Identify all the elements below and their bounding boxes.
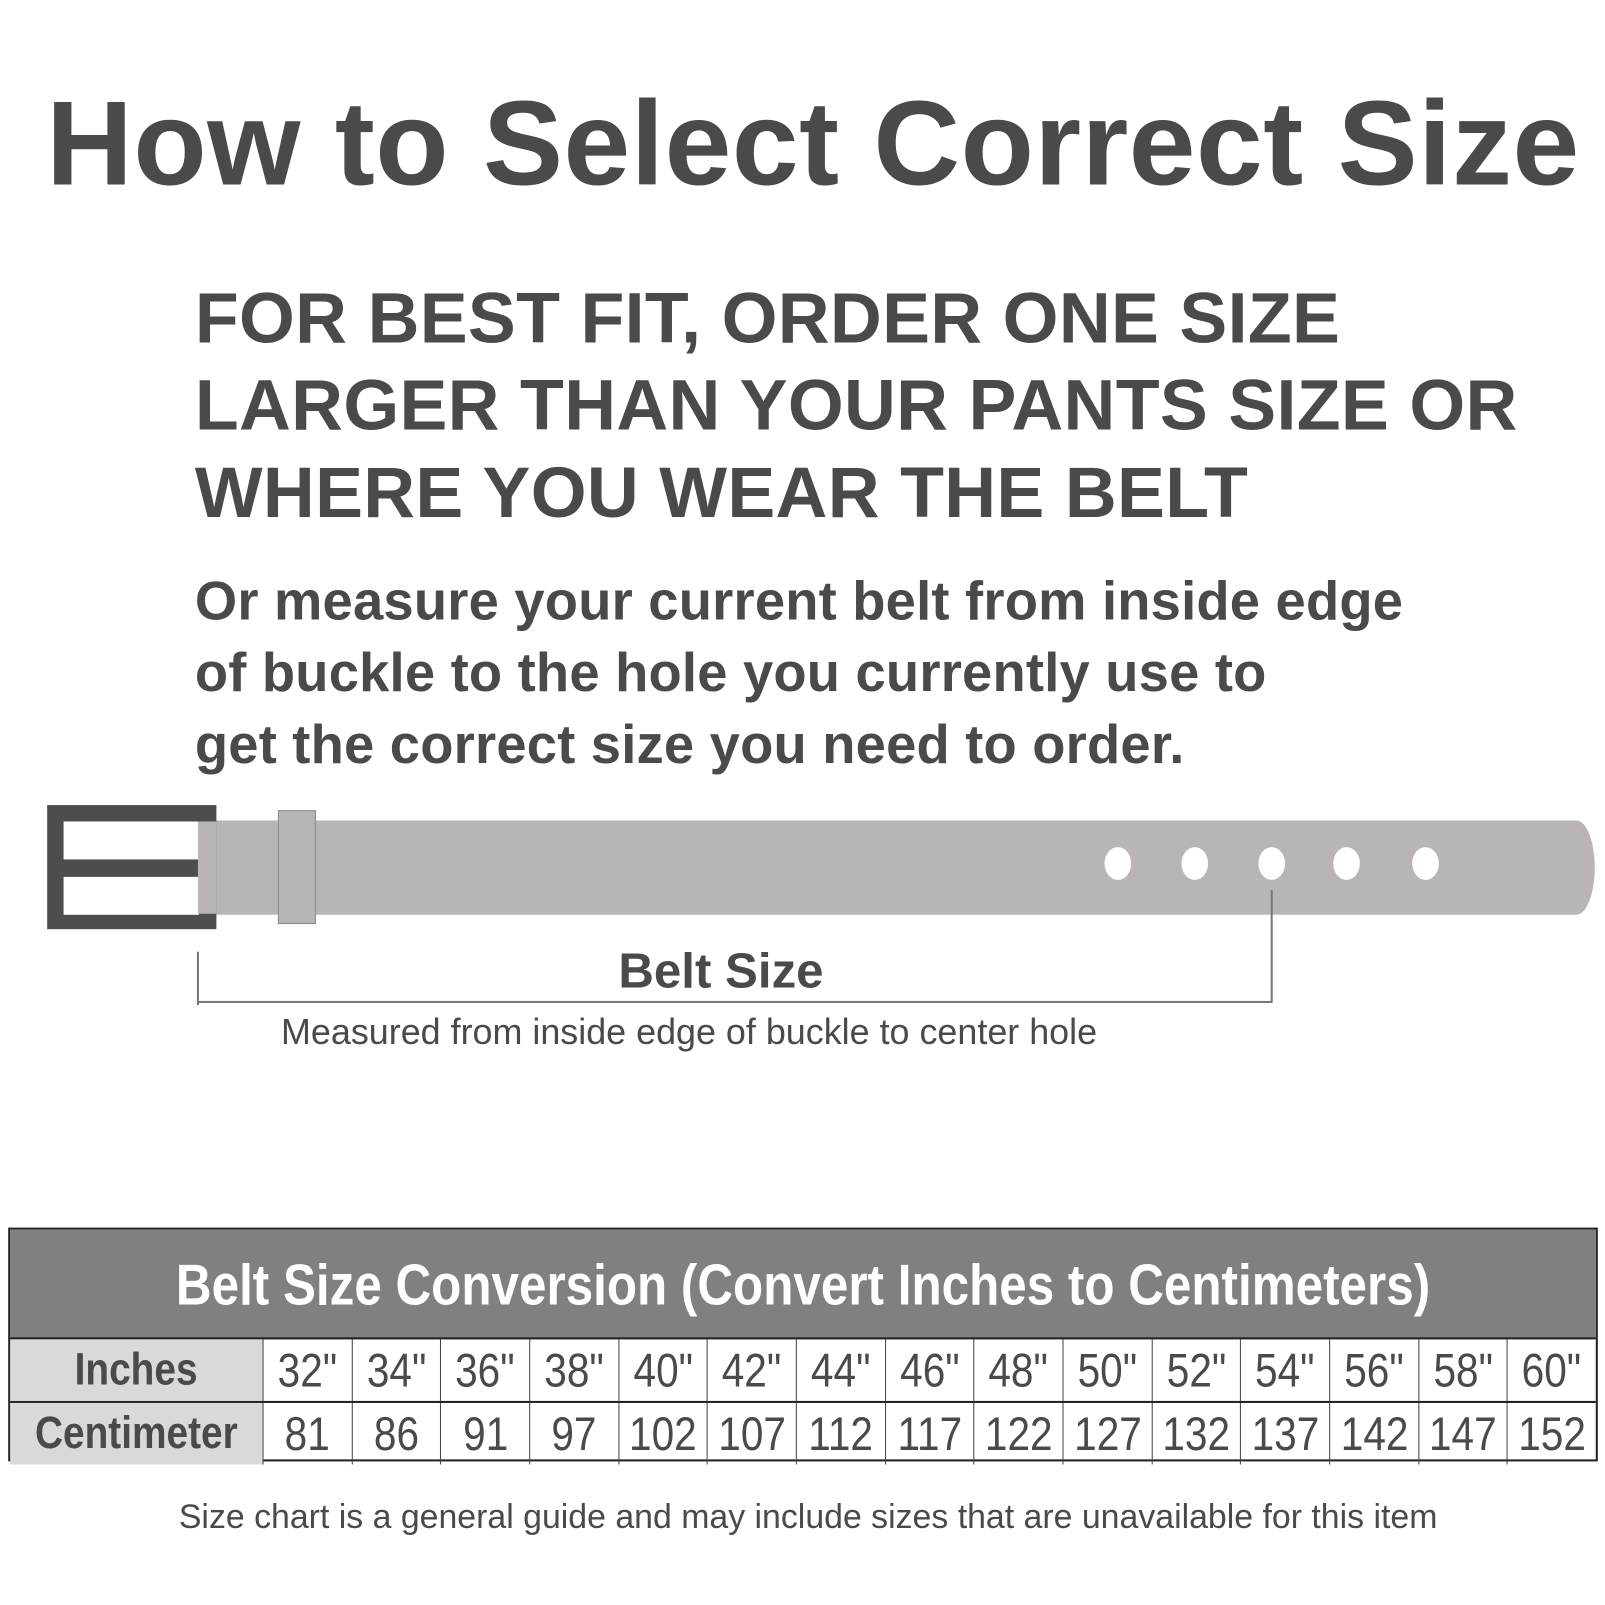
- footer-note: Size chart is a general guide and may in…: [178, 1497, 1438, 1536]
- table-cell: 102: [618, 1402, 707, 1465]
- table-cell: 117: [884, 1402, 974, 1465]
- table-title-bar: Belt Size Conversion (Convert Inches to …: [10, 1229, 1596, 1340]
- row-label: Centimeter: [10, 1402, 263, 1465]
- table-cell: 60": [1506, 1339, 1596, 1401]
- belt-hole: [1104, 847, 1132, 880]
- table-cell: 38": [529, 1339, 618, 1401]
- table-cell: 97: [529, 1402, 618, 1465]
- measure-line-left: [196, 951, 199, 1006]
- table-row-inches: Inches 32" 34" 36" 38" 40" 42" 44" 46" 4…: [10, 1339, 1596, 1403]
- table-cell: 86: [351, 1402, 440, 1465]
- table-cell: 122: [973, 1402, 1063, 1465]
- measure-caption: Measured from inside edge of buckle to c…: [281, 1012, 1098, 1053]
- belt-hole: [1412, 847, 1439, 880]
- table-cell: 142: [1329, 1402, 1418, 1465]
- table-cell: 152: [1506, 1402, 1596, 1465]
- table-cell: 58": [1418, 1339, 1507, 1401]
- table-cell: 137: [1240, 1402, 1329, 1465]
- belt-size-label: Belt Size: [618, 944, 824, 999]
- table-title: Belt Size Conversion (Convert Inches to …: [175, 1252, 1431, 1317]
- belt-keeper: [277, 810, 316, 925]
- page-title: How to Select Correct Size: [46, 75, 1580, 211]
- table-cell: 52": [1151, 1339, 1240, 1401]
- table-cell: 48": [973, 1339, 1063, 1401]
- belt-hole: [1181, 847, 1209, 880]
- table-cell: 132: [1151, 1402, 1240, 1465]
- row-label: Inches: [10, 1339, 263, 1401]
- table-cell: 34": [351, 1339, 440, 1401]
- table-cell: 56": [1329, 1339, 1418, 1401]
- advice-line: LARGER THAN YOUR PANTS SIZE OR: [194, 365, 1518, 446]
- size-conversion-table: Belt Size Conversion (Convert Inches to …: [8, 1227, 1598, 1465]
- table-cell: 44": [795, 1339, 885, 1401]
- belt-buckle: [47, 805, 217, 930]
- measure-line-horizontal: [197, 1000, 1272, 1003]
- measure-line: get the correct size you need to order.: [194, 714, 1185, 776]
- table-cell: 54": [1240, 1339, 1329, 1401]
- table-cell: 147: [1418, 1402, 1507, 1465]
- belt-hole: [1333, 847, 1360, 880]
- table-cell: 107: [706, 1402, 796, 1465]
- table-cell: 42": [706, 1339, 796, 1401]
- table-cell: 46": [884, 1339, 974, 1401]
- table-row-centimeter: Centimeter 81 86 91 97 102 107 112 117 1…: [10, 1402, 1596, 1465]
- belt-strap: [197, 820, 1595, 915]
- table-cell: 91: [440, 1402, 529, 1465]
- advice-line: FOR BEST FIT, ORDER ONE SIZE: [194, 277, 1341, 358]
- table-cell: 36": [440, 1339, 529, 1401]
- table-cell: 112: [795, 1402, 885, 1465]
- belt-hole-center: [1258, 847, 1286, 880]
- measure-line: of buckle to the hole you currently use …: [194, 643, 1267, 704]
- measure-line-right: [1270, 890, 1273, 1003]
- table-cell: 81: [262, 1402, 352, 1465]
- table-cell: 40": [618, 1339, 707, 1401]
- table-cell: 127: [1062, 1402, 1152, 1465]
- advice-line: WHERE YOU WEAR THE BELT: [194, 452, 1249, 533]
- measure-line: Or measure your current belt from inside…: [194, 571, 1404, 632]
- table-cell: 50": [1062, 1339, 1152, 1401]
- table-cell: 32": [262, 1339, 352, 1401]
